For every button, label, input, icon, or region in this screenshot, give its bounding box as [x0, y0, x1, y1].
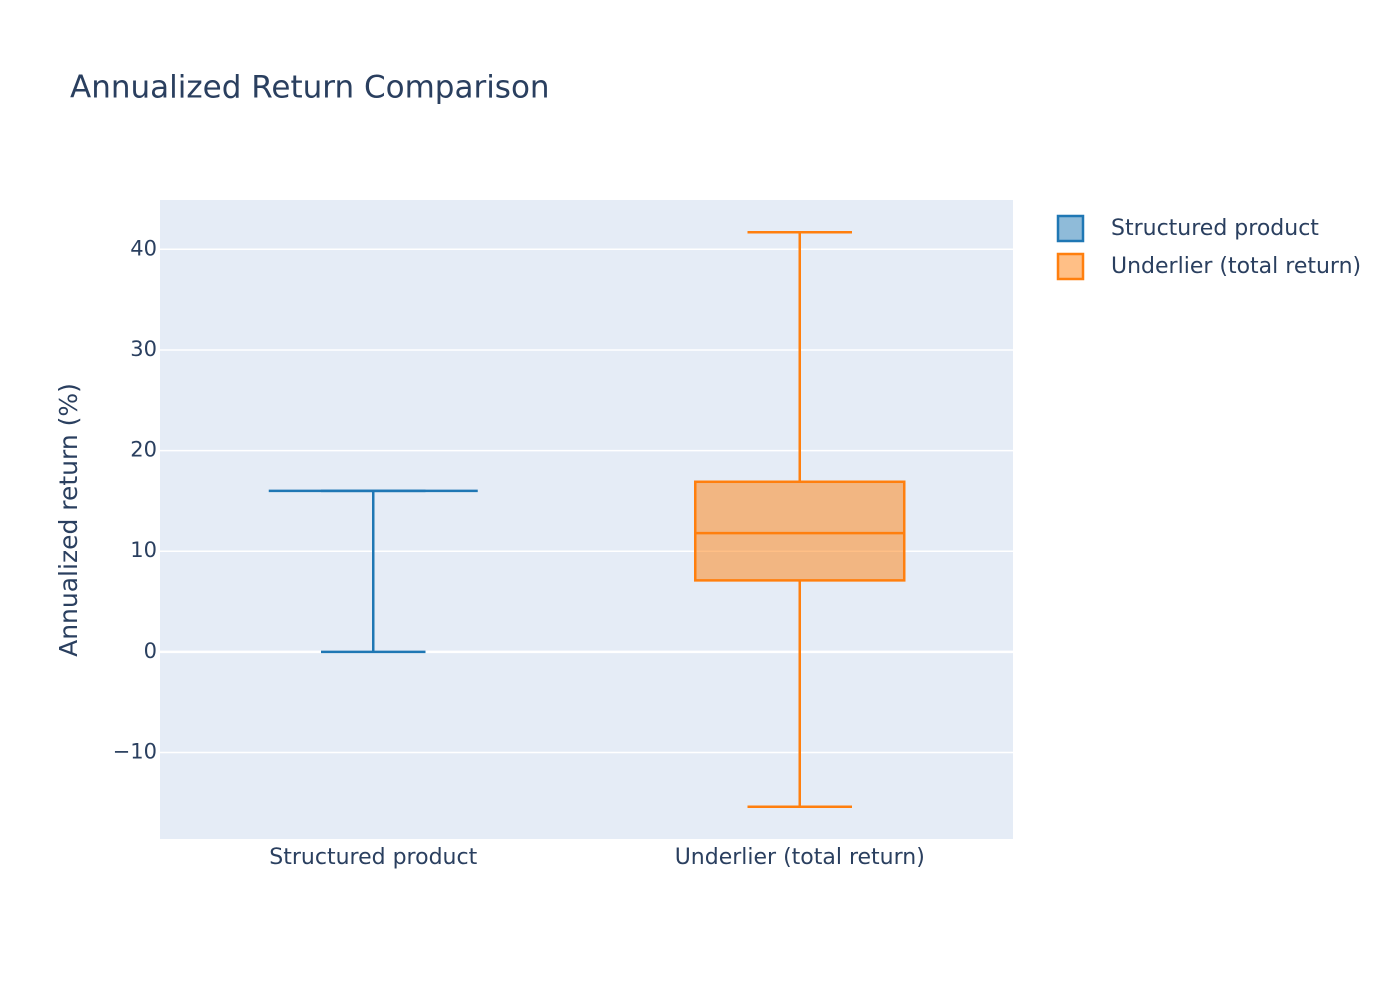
x-tick-label: Structured product [269, 845, 477, 870]
y-axis-title: Annualized return (%) [54, 383, 83, 657]
y-tick-label: −10 [113, 739, 157, 763]
chart-title: Annualized Return Comparison [70, 70, 550, 106]
legend-swatch [1056, 214, 1085, 243]
x-tick-label: Underlier (total return) [675, 845, 925, 870]
y-tick-label: 10 [130, 538, 157, 562]
y-tick-label: 20 [130, 438, 157, 462]
legend-label: Underlier (total return) [1111, 254, 1361, 279]
legend-swatch [1056, 252, 1085, 281]
legend-label: Structured product [1111, 216, 1319, 241]
y-tick-label: 0 [144, 639, 157, 663]
y-tick-label: 30 [130, 337, 157, 361]
y-tick-label: 40 [130, 236, 157, 260]
box [694, 480, 906, 582]
